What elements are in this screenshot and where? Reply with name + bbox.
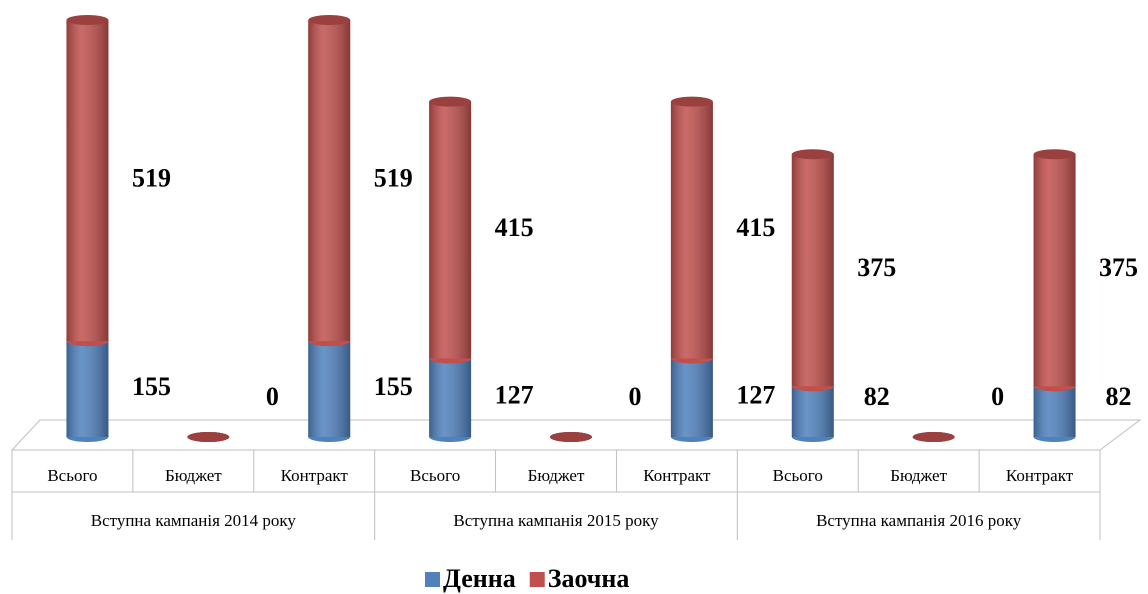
shade xyxy=(791,386,834,437)
legend-swatch xyxy=(529,572,545,587)
x-tick-label: Контракт xyxy=(281,466,349,485)
data-label: 0 xyxy=(629,382,642,411)
data-label: 155 xyxy=(132,372,171,401)
legend-label: Денна xyxy=(443,564,516,593)
shade xyxy=(429,358,472,437)
data-label: 127 xyxy=(495,381,534,410)
shade xyxy=(308,341,351,437)
data-label: 375 xyxy=(857,253,896,282)
cylinder-cap xyxy=(66,15,109,25)
x-tick-label: Бюджет xyxy=(528,466,585,485)
cylinder-cap xyxy=(550,432,592,442)
data-label: 415 xyxy=(736,213,775,242)
data-label: 82 xyxy=(864,382,890,411)
cylinder-cap xyxy=(1033,149,1076,160)
shade xyxy=(670,101,713,359)
cylinder-cap xyxy=(429,96,472,107)
x-tick-label: Всього xyxy=(773,466,823,485)
data-label: 519 xyxy=(374,164,413,193)
cylinder-cap xyxy=(670,96,713,107)
data-label: 415 xyxy=(495,213,534,242)
x-tick-label: Бюджет xyxy=(165,466,222,485)
cylinder-cap xyxy=(187,432,230,442)
shade xyxy=(66,341,109,437)
plot: 155 519 0 155 519 127 415 0 127 415 82 375 0 82 375 xyxy=(66,15,1138,442)
x-tick-label: Бюджет xyxy=(890,466,947,485)
data-label: 82 xyxy=(1106,382,1132,411)
data-label: 519 xyxy=(132,164,171,193)
cylinder-cap xyxy=(912,432,955,442)
data-label: 0 xyxy=(991,382,1004,411)
data-label: 375 xyxy=(1099,253,1138,282)
shade xyxy=(429,101,472,359)
shade xyxy=(308,20,351,342)
group-label: Вступна кампанія 2014 року xyxy=(91,511,297,530)
data-label: 127 xyxy=(736,381,775,410)
legend: Денна Заочна xyxy=(425,564,629,593)
category-table: Всього Бюджет Контракт Всього Бюджет Контракт… xyxy=(11,450,1101,540)
x-tick-label: Всього xyxy=(410,466,460,485)
legend-label: Заочна xyxy=(548,564,630,593)
cylinder-cap xyxy=(791,149,834,160)
x-tick-label: Контракт xyxy=(1006,466,1074,485)
cylinder-cap xyxy=(308,15,351,25)
shade xyxy=(66,20,109,342)
group-label: Вступна кампанія 2015 року xyxy=(453,511,659,530)
x-tick-label: Контракт xyxy=(643,466,711,485)
data-label: 0 xyxy=(266,382,279,411)
x-tick-label: Всього xyxy=(47,466,97,485)
group-label: Вступна кампанія 2016 року xyxy=(816,511,1022,530)
shade xyxy=(1033,154,1076,387)
legend-swatch xyxy=(425,572,440,587)
shade xyxy=(670,358,713,437)
shade xyxy=(1033,386,1076,437)
shade xyxy=(791,154,834,387)
data-label: 155 xyxy=(374,372,413,401)
